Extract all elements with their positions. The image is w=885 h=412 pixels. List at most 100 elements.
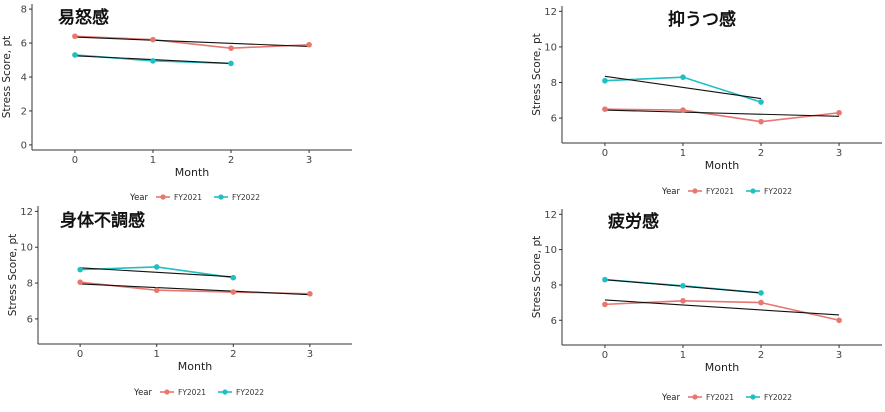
y-tick-label: 8 <box>21 5 27 16</box>
data-point-fy2021 <box>153 287 160 294</box>
legend-title: Year <box>661 393 681 403</box>
trend-line-fy2022 <box>80 267 234 278</box>
data-point-fy2022 <box>758 290 764 296</box>
data-point-fy2022 <box>150 58 156 64</box>
y-tick-label: 8 <box>27 279 33 290</box>
data-point-fy2021 <box>758 299 764 306</box>
chart-title: 疲労感 <box>608 211 659 232</box>
data-point-fy2022 <box>228 60 234 67</box>
x-tick-label: 0 <box>77 349 83 360</box>
legend: Year FY2021 FY2022 <box>129 193 260 203</box>
series-line-fy2022 <box>604 76 762 103</box>
data-point-fy2022 <box>77 266 83 273</box>
legend-key-point <box>750 188 756 194</box>
data-point-fy2022 <box>680 74 686 80</box>
data-point-fy2022 <box>758 99 764 105</box>
legend-item-label: FY2022 <box>232 193 260 202</box>
data-point-fy2022 <box>153 264 160 270</box>
y-tick-label: 6 <box>27 314 33 325</box>
x-tick-label: 3 <box>306 155 312 166</box>
y-axis-label: Stress Score, pt <box>531 33 543 115</box>
legend-item-label: FY2021 <box>706 393 734 402</box>
legend-key-point <box>164 389 170 395</box>
series-line-fy2021 <box>74 35 310 49</box>
data-point-fy2021 <box>150 36 156 43</box>
legend-key-point <box>692 188 698 194</box>
legend-item-label: FY2022 <box>236 388 264 397</box>
data-point-fy2021 <box>602 301 608 308</box>
y-tick-label: 6 <box>551 316 557 327</box>
x-tick-label: 1 <box>154 349 160 360</box>
x-tick-label: 3 <box>836 350 842 361</box>
legend-item-label: FY2021 <box>178 388 206 397</box>
x-tick-label: 2 <box>228 155 234 166</box>
x-tick-label: 1 <box>150 155 156 166</box>
series-line-fy2021 <box>604 300 840 322</box>
data-point-fy2021 <box>307 291 313 297</box>
chart-panel-1: 0 2 4 6 8 0 1 2 3 Month Stress Score, pt 易怒感 Year FY2… <box>1 4 352 203</box>
y-tick-label: 10 <box>20 243 33 254</box>
x-tick-label: 0 <box>602 350 608 361</box>
trend-line-fy2022 <box>604 75 762 100</box>
y-tick-label: 12 <box>20 207 33 218</box>
x-tick-label: 0 <box>602 148 608 159</box>
legend-key-point <box>692 394 698 400</box>
x-tick-label: 1 <box>680 350 686 361</box>
data-point-fy2021 <box>836 109 842 116</box>
legend: Year FY2021 FY2022 <box>661 393 792 403</box>
x-tick-label: 3 <box>307 349 313 360</box>
data-point-fy2021 <box>72 33 78 40</box>
legend-title: Year <box>133 388 153 398</box>
x-tick-label: 2 <box>758 148 764 159</box>
trend-line-fy2021 <box>604 299 840 316</box>
y-tick-label: 8 <box>551 78 557 89</box>
y-tick-label: 10 <box>544 245 557 256</box>
chart-title: 易怒感 <box>58 7 109 28</box>
data-point-fy2021 <box>680 107 686 113</box>
data-point-fy2022 <box>230 274 237 281</box>
y-tick-label: 10 <box>544 42 557 53</box>
legend: Year FY2021 FY2022 <box>661 187 792 197</box>
legend-title: Year <box>129 193 149 203</box>
data-point-fy2021 <box>680 298 686 304</box>
x-tick-label: 2 <box>758 350 764 361</box>
chart-title: 抑うつ感 <box>668 9 736 30</box>
legend-key-point <box>160 194 166 200</box>
data-point-fy2021 <box>758 118 764 125</box>
legend-item-label: FY2021 <box>706 187 734 196</box>
y-tick-label: 6 <box>551 114 557 125</box>
legend-item-label: FY2021 <box>174 193 202 202</box>
trend-line-fy2021 <box>604 109 840 117</box>
series-line-fy2021 <box>80 281 310 295</box>
legend-item-label: FY2022 <box>764 393 792 402</box>
x-tick-label: 3 <box>836 148 842 159</box>
data-point-fy2021 <box>602 106 608 112</box>
x-tick-label: 1 <box>680 148 686 159</box>
data-point-fy2022 <box>72 52 78 58</box>
legend-key-point <box>222 389 228 395</box>
trend-line-fy2021 <box>80 283 310 296</box>
legend-key-point <box>218 194 224 200</box>
trend-line-fy2021 <box>74 36 310 47</box>
data-point-fy2021 <box>228 45 234 51</box>
legend-title: Year <box>661 187 681 197</box>
data-point-fy2022 <box>680 283 686 289</box>
y-tick-label: 8 <box>551 280 557 291</box>
y-tick-label: 12 <box>544 7 557 18</box>
x-tick-label: 0 <box>72 155 78 166</box>
y-tick-label: 4 <box>21 73 27 84</box>
x-axis-label: Month <box>705 361 740 374</box>
x-axis-label: Month <box>178 360 213 373</box>
legend: Year FY2021 FY2022 <box>133 388 264 398</box>
y-axis-label: Stress Score, pt <box>7 234 19 316</box>
y-tick-label: 0 <box>21 140 27 151</box>
y-axis-label: Stress Score, pt <box>531 236 543 318</box>
series-line-fy2021 <box>604 108 840 123</box>
data-point-fy2021 <box>836 317 842 324</box>
x-axis-label: Month <box>705 159 740 172</box>
legend-key-point <box>750 394 756 400</box>
